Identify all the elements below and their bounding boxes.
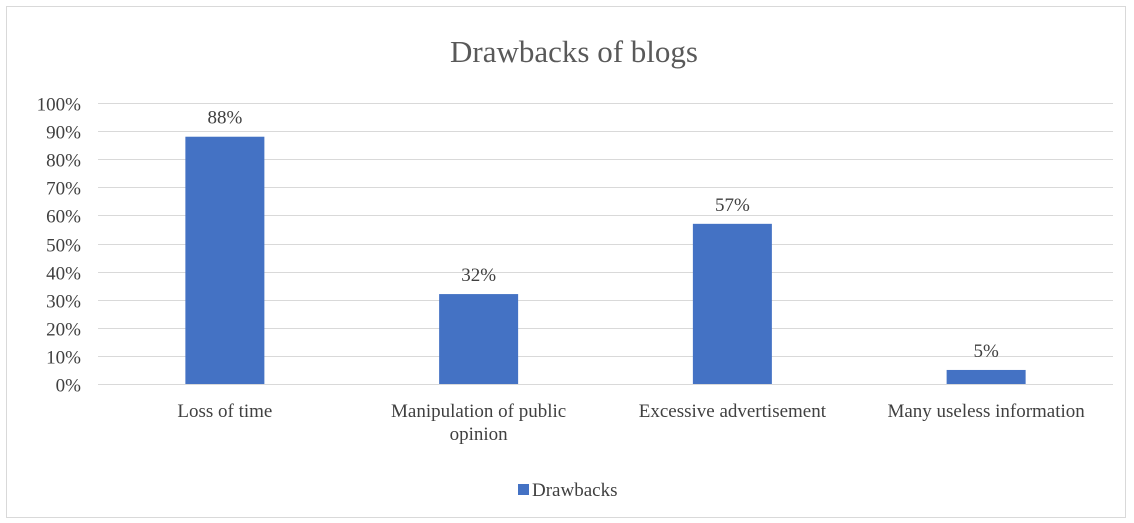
bar	[946, 369, 1026, 384]
y-tick-label: 100%	[37, 95, 82, 116]
category-label-line: Loss of time	[177, 401, 272, 422]
legend: Drawbacks	[518, 480, 617, 501]
data-label: 32%	[461, 265, 496, 286]
data-label: 57%	[715, 195, 750, 216]
bar	[185, 136, 265, 384]
data-label: 88%	[207, 108, 242, 129]
category-label: Manipulation of public opinion	[391, 401, 566, 445]
y-tick-label: 60%	[46, 207, 81, 228]
data-labels: 88% 32% 57% 5%	[207, 108, 999, 362]
bars	[185, 136, 1026, 384]
data-label: 5%	[973, 341, 999, 362]
y-tick-label: 90%	[46, 123, 81, 144]
category-label-line: Manipulation of public	[391, 401, 566, 422]
category-label-line: Many useless information	[887, 401, 1085, 422]
legend-swatch	[518, 484, 529, 495]
y-tick-label: 30%	[46, 292, 81, 313]
y-tick-label: 80%	[46, 151, 81, 172]
category-label-line: opinion	[450, 424, 509, 445]
y-tick-label: 40%	[46, 264, 81, 285]
y-axis-tick-labels: 0% 10% 20% 30% 40% 50% 60% 70% 80% 90% 100%	[37, 95, 82, 397]
category-label: Loss of time	[177, 401, 272, 422]
category-label-line: Excessive advertisement	[639, 401, 827, 422]
y-tick-label: 70%	[46, 179, 81, 200]
bar	[439, 294, 519, 384]
y-tick-label: 20%	[46, 320, 81, 341]
category-label: Many useless information	[887, 401, 1085, 422]
y-tick-label: 50%	[46, 236, 81, 257]
chart-title: Drawbacks of blogs	[450, 34, 698, 69]
y-tick-label: 0%	[56, 376, 82, 397]
category-label: Excessive advertisement	[639, 401, 827, 422]
category-labels: Loss of time Manipulation of public opinio…	[177, 401, 1085, 445]
y-tick-label: 10%	[46, 348, 81, 369]
bar	[692, 223, 772, 384]
gridlines	[98, 103, 1113, 385]
legend-label: Drawbacks	[532, 480, 617, 501]
